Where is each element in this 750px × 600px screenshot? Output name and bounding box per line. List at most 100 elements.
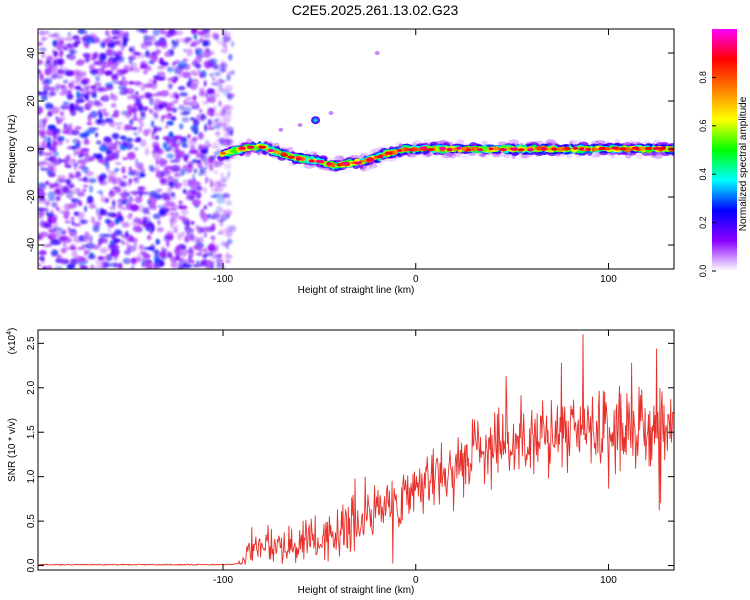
noise-speckle	[207, 118, 213, 126]
noise-speckle	[203, 80, 207, 87]
noise-speckle	[133, 217, 141, 224]
noise-speckle	[127, 126, 134, 131]
noise-speckle	[212, 141, 219, 148]
noise-speckle	[108, 194, 114, 199]
noise-speckle	[148, 196, 157, 205]
noise-speckle	[225, 130, 233, 137]
noise-speckle	[77, 29, 86, 35]
noise-speckle	[69, 102, 75, 111]
noise-speckle	[224, 254, 233, 259]
noise-speckle	[113, 255, 118, 261]
noise-speckle	[148, 35, 153, 41]
noise-speckle	[47, 191, 56, 200]
noise-speckle	[117, 177, 123, 184]
colorbar-tick-label: 0.8	[698, 71, 708, 84]
noise-speckle	[162, 102, 172, 109]
noise-speckle	[156, 205, 165, 208]
noise-speckle	[90, 85, 96, 89]
noise-speckle	[193, 168, 198, 174]
noise-speckle	[81, 166, 87, 170]
noise-speckle	[215, 205, 223, 214]
noise-speckle	[82, 176, 88, 182]
ridge-blob	[457, 139, 465, 145]
noise-speckle	[207, 144, 212, 148]
ridge-blob	[635, 152, 643, 160]
noise-speckle	[175, 29, 184, 36]
noise-speckle	[107, 170, 117, 176]
noise-speckle	[185, 169, 191, 174]
noise-speckle	[213, 79, 219, 87]
noise-speckle	[112, 199, 116, 207]
colorbar-label: Normalized spectral amplitude	[738, 96, 749, 231]
noise-speckle	[114, 168, 120, 172]
noise-speckle	[230, 70, 235, 75]
noise-speckle	[40, 161, 48, 165]
noise-speckle	[140, 42, 145, 49]
noise-speckle	[139, 191, 143, 198]
noise-speckle	[113, 141, 123, 146]
ridge-core-dot	[477, 148, 484, 152]
noise-speckle	[93, 61, 100, 66]
noise-speckle	[192, 264, 202, 268]
noise-speckle	[173, 99, 179, 104]
noise-speckle	[86, 199, 95, 205]
noise-speckle	[64, 36, 74, 42]
noise-speckle	[59, 258, 67, 264]
noise-speckle	[71, 249, 78, 258]
noise-speckle	[114, 57, 119, 62]
snr-y-axis-label: SNR (10 * v/v)	[7, 418, 18, 482]
noise-speckle	[162, 142, 168, 150]
noise-speckle	[199, 108, 203, 113]
noise-speckle	[126, 215, 133, 219]
noise-speckle	[57, 70, 65, 79]
noise-speckle	[74, 40, 79, 48]
noise-speckle	[166, 66, 174, 73]
noise-speckle	[50, 183, 60, 188]
noise-speckle	[38, 199, 42, 204]
noise-speckle	[46, 30, 49, 35]
noise-speckle	[153, 78, 157, 85]
noise-speckle	[102, 261, 110, 268]
noise-speckle	[211, 77, 216, 82]
noise-speckle	[111, 73, 119, 80]
noise-speckle	[38, 207, 46, 212]
noise-speckle	[122, 31, 129, 37]
noise-speckle	[189, 79, 193, 83]
noise-speckle	[113, 262, 118, 268]
noise-speckle	[170, 225, 180, 230]
noise-speckle	[93, 53, 98, 60]
noise-speckle	[198, 86, 206, 93]
noise-speckle	[83, 205, 88, 213]
noise-speckle	[57, 210, 65, 213]
noise-speckle	[178, 104, 185, 111]
noise-speckle	[139, 95, 145, 100]
noise-speckle	[202, 29, 211, 34]
noise-speckle	[84, 95, 89, 100]
noise-speckle	[48, 147, 53, 151]
spectrogram-x-tick-label: 100	[600, 274, 617, 285]
noise-speckle	[88, 178, 97, 184]
noise-speckle	[39, 72, 44, 81]
noise-speckle	[47, 198, 56, 202]
noise-speckle	[191, 41, 196, 47]
noise-speckle	[108, 59, 113, 68]
spectrogram-x-tick-label: 0	[413, 274, 419, 285]
noise-speckle	[144, 223, 150, 230]
noise-speckle	[61, 85, 68, 94]
noise-speckle	[89, 110, 98, 119]
noise-speckle	[119, 135, 127, 140]
ridge-blob	[219, 151, 226, 155]
snr-x-ticks: -100 0 100	[213, 330, 617, 586]
noise-speckle	[204, 123, 208, 132]
noise-speckle	[174, 178, 179, 183]
noise-speckle	[193, 47, 203, 51]
noise-speckle	[43, 152, 53, 157]
noise-speckle	[43, 93, 48, 97]
ridge-core-dot	[465, 148, 472, 152]
noise-speckle	[207, 88, 216, 97]
noise-speckle	[39, 231, 49, 237]
spectrogram-y-tick-label: 20	[26, 95, 37, 107]
noise-speckle	[199, 236, 204, 244]
noise-speckle	[224, 139, 234, 148]
noise-speckle	[38, 47, 47, 52]
